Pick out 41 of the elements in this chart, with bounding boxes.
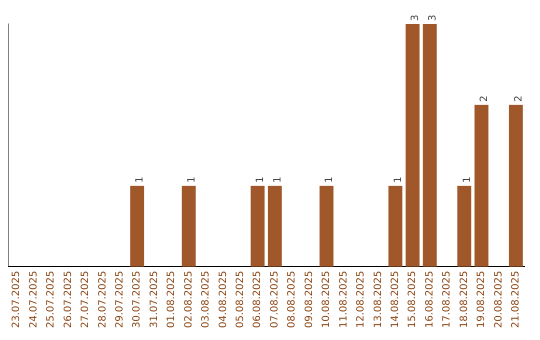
data-label: 2 [513, 96, 524, 102]
data-label: 1 [462, 176, 473, 183]
data-label: 1 [134, 176, 146, 183]
x-tick-label: 14.08.2025 [390, 270, 401, 328]
x-tick-label: 13.08.2025 [372, 270, 384, 328]
x-tick-label: 12.08.2025 [356, 270, 367, 328]
x-tick-label: 25.07.2025 [46, 270, 57, 328]
x-tick-label: 15.08.2025 [407, 270, 418, 328]
x-tick-label: 23.07.2025 [11, 270, 22, 328]
data-label: 1 [186, 176, 198, 183]
x-tick-label: 07.08.2025 [269, 270, 280, 328]
x-tick-label: 09.08.2025 [304, 270, 315, 328]
x-tick-label: 27.07.2025 [80, 270, 92, 328]
x-tick-label: 26.07.2025 [62, 270, 74, 328]
x-tick-label: 24.07.2025 [28, 270, 40, 328]
x-tick-label: 18.08.2025 [458, 270, 470, 328]
x-tick-label: 21.08.2025 [510, 270, 522, 328]
x-tick-label: 02.08.2025 [183, 270, 194, 328]
data-label: 1 [324, 176, 336, 183]
x-tick-label: 20.08.2025 [493, 270, 504, 328]
x-tick-label: 11.08.2025 [338, 270, 350, 328]
x-tick-label: 17.08.2025 [442, 270, 453, 328]
x-tick-label: 03.08.2025 [200, 270, 212, 328]
x-tick-label: 10.08.2025 [321, 270, 332, 328]
x-tick-label: 04.08.2025 [218, 270, 229, 328]
x-tick-label: 01.08.2025 [166, 270, 178, 328]
x-tick-label: 05.08.2025 [235, 270, 246, 328]
x-tick-label: 31.07.2025 [148, 270, 160, 328]
x-tick-label: 19.08.2025 [476, 270, 488, 328]
data-label: 1 [392, 176, 404, 183]
data-label: 3 [427, 14, 438, 21]
data-label: 3 [410, 14, 422, 21]
x-tick-label: 29.07.2025 [114, 270, 126, 328]
x-tick-label: 08.08.2025 [286, 270, 298, 328]
x-tick-label: 16.08.2025 [424, 270, 436, 328]
data-label: 2 [479, 96, 490, 102]
x-tick-label: 28.07.2025 [97, 270, 108, 328]
data-label: 1 [255, 176, 266, 183]
data-label: 1 [272, 176, 284, 183]
x-tick-label: 06.08.2025 [252, 270, 264, 328]
x-tick-label: 30.07.2025 [132, 270, 143, 328]
